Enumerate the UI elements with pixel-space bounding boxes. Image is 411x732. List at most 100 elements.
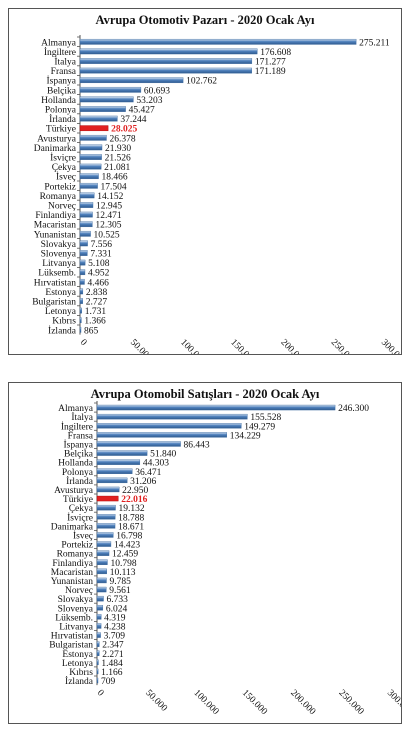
data-label: 3.709 bbox=[104, 632, 126, 642]
data-label: 28.025 bbox=[111, 125, 137, 135]
data-label: 19.132 bbox=[118, 504, 144, 514]
bar bbox=[79, 269, 86, 276]
data-label: 21.930 bbox=[105, 144, 131, 154]
data-label: 12.305 bbox=[95, 221, 121, 231]
data-label: 53.203 bbox=[136, 96, 162, 106]
bar bbox=[96, 559, 108, 565]
bar bbox=[96, 404, 336, 411]
category-label: Litvanya bbox=[42, 259, 77, 269]
bar bbox=[79, 77, 184, 84]
data-label: 36.471 bbox=[135, 468, 161, 478]
data-label: 149.279 bbox=[244, 422, 275, 432]
bar bbox=[96, 577, 107, 584]
data-label: 31.206 bbox=[130, 477, 156, 487]
category-label: Danimarka bbox=[51, 522, 94, 532]
category-label: Hollanda bbox=[41, 96, 77, 106]
bar bbox=[96, 413, 248, 420]
bar bbox=[96, 595, 104, 602]
bar bbox=[96, 623, 102, 629]
chart-panel-automotive: Avrupa Otomotiv Pazarı - 2020 Ocak Ayı A… bbox=[8, 8, 402, 355]
x-tick-label: 200.000 bbox=[279, 338, 308, 354]
category-label: Slovakya bbox=[58, 595, 94, 605]
category-label: Polonya bbox=[62, 468, 94, 478]
bar bbox=[96, 504, 116, 511]
bar bbox=[79, 96, 134, 103]
chart-svg-automotive: Almanya 275.211 İngiltere 176.608 İtalya 171.… bbox=[32, 35, 401, 354]
bar bbox=[79, 221, 93, 228]
category-label: Slovakya bbox=[41, 240, 77, 250]
x-tick-label: 150.000 bbox=[240, 688, 269, 717]
category-label: Bulgaristan bbox=[32, 298, 76, 308]
bar bbox=[79, 278, 85, 285]
category-label: Hollanda bbox=[58, 459, 94, 469]
data-label: 18.788 bbox=[118, 513, 144, 523]
data-label: 22.016 bbox=[121, 495, 147, 505]
category-label: Almanya bbox=[41, 38, 77, 48]
bar bbox=[79, 48, 258, 55]
data-label: 275.211 bbox=[359, 38, 390, 48]
chart-svg-car-sales: Almanya 246.300 İtalya 155.528 İngiltere 149.… bbox=[49, 401, 401, 717]
data-label: 171.189 bbox=[255, 67, 286, 77]
bar bbox=[96, 477, 128, 484]
bar bbox=[96, 432, 227, 438]
category-label: İspanya bbox=[46, 75, 76, 87]
bar bbox=[96, 441, 181, 447]
category-label: Belçika bbox=[47, 86, 77, 96]
category-label: Yunanistan bbox=[51, 577, 93, 587]
bar bbox=[79, 182, 98, 189]
bar bbox=[96, 523, 116, 529]
bar bbox=[96, 586, 107, 593]
category-label: İrlanda bbox=[66, 475, 94, 487]
data-label: 51.840 bbox=[150, 450, 176, 460]
category-label: Romanya bbox=[57, 550, 94, 560]
data-label: 60.693 bbox=[144, 86, 170, 96]
data-label: 2.838 bbox=[86, 288, 108, 298]
data-label: 1.166 bbox=[101, 668, 123, 678]
data-label: 7.331 bbox=[90, 250, 112, 260]
category-label: Polonya bbox=[45, 106, 77, 116]
bar bbox=[79, 125, 109, 132]
data-label: 134.229 bbox=[230, 431, 261, 441]
data-label: 12.471 bbox=[96, 211, 122, 221]
bar bbox=[96, 450, 148, 456]
category-label: Portekiz bbox=[61, 541, 93, 551]
category-label: İtalya bbox=[71, 411, 93, 423]
category-label: İtalya bbox=[54, 56, 76, 68]
bar bbox=[79, 298, 83, 304]
category-label: Macaristan bbox=[34, 221, 76, 231]
bar bbox=[96, 659, 99, 666]
data-label: 10.525 bbox=[94, 230, 120, 240]
data-label: 21.526 bbox=[105, 154, 131, 164]
data-label: 21.081 bbox=[104, 163, 130, 173]
category-label: Danimarka bbox=[34, 144, 77, 154]
category-label: Belçika bbox=[64, 450, 94, 460]
bar bbox=[96, 568, 107, 575]
data-label: 37.244 bbox=[120, 115, 146, 125]
category-label: Estonya bbox=[45, 288, 76, 298]
data-label: 86.443 bbox=[184, 440, 210, 450]
data-label: 102.762 bbox=[186, 77, 217, 87]
data-label: 2.271 bbox=[102, 650, 124, 660]
data-label: 14.152 bbox=[97, 192, 123, 202]
category-label: İsviçre bbox=[67, 511, 93, 523]
category-label: Hırvatistan bbox=[51, 632, 93, 642]
data-label: 2.727 bbox=[86, 298, 108, 308]
x-tick-label: 50.000 bbox=[128, 338, 154, 354]
category-label: Romanya bbox=[40, 192, 77, 202]
category-label: Fransa bbox=[51, 67, 77, 77]
x-tick-label: 100.000 bbox=[192, 688, 221, 717]
bar bbox=[96, 641, 100, 647]
category-label: İsviçre bbox=[50, 152, 76, 164]
category-label: İrlanda bbox=[49, 113, 77, 125]
category-label: Letonya bbox=[45, 307, 77, 317]
data-label: 14.423 bbox=[114, 541, 140, 551]
bar bbox=[96, 605, 104, 611]
bar bbox=[79, 106, 126, 112]
data-label: 44.303 bbox=[143, 459, 169, 469]
category-label: İzlanda bbox=[65, 675, 94, 687]
category-label: Estonya bbox=[62, 650, 93, 660]
x-tick-label: 250.000 bbox=[337, 688, 366, 717]
category-label: İngiltere bbox=[61, 420, 93, 432]
category-label: Hırvatistan bbox=[34, 278, 76, 288]
bar bbox=[79, 144, 103, 151]
